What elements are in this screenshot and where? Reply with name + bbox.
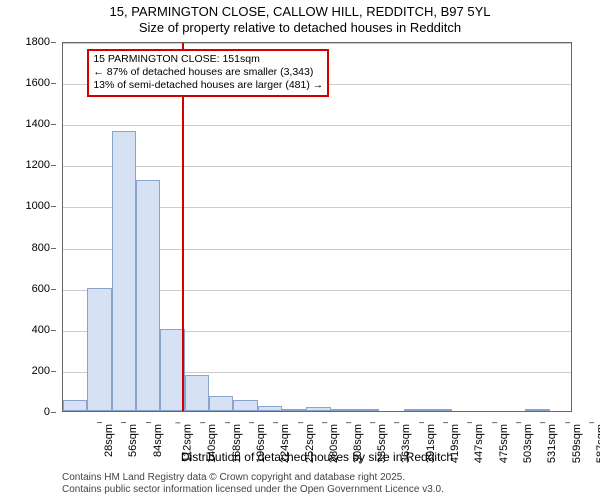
gridline-h: [63, 125, 571, 126]
y-tick-label: 800: [32, 242, 50, 254]
footer-line-1: Contains HM Land Registry data © Crown c…: [62, 472, 580, 484]
histogram-bar: [63, 400, 87, 411]
chart-title-sub: Size of property relative to detached ho…: [0, 20, 600, 35]
y-tick-label: 200: [32, 365, 50, 377]
histogram-bar: [87, 288, 111, 411]
histogram-bar: [185, 375, 209, 411]
y-tick-label: 400: [32, 324, 50, 336]
histogram-bar: [428, 409, 452, 411]
histogram-bar: [112, 131, 136, 411]
plot-wrapper: 15 PARMINGTON CLOSE: 151sqm ← 87% of det…: [62, 42, 572, 412]
gridline-h: [63, 43, 571, 44]
y-tick-label: 1000: [26, 200, 50, 212]
histogram-bar: [355, 409, 379, 411]
footer-attrib: Contains HM Land Registry data © Crown c…: [62, 472, 580, 496]
histogram-bar: [282, 409, 306, 411]
y-tick-label: 1800: [26, 36, 50, 48]
histogram-bar: [258, 406, 282, 411]
histogram-bar: [306, 407, 330, 411]
x-tick-label: 559sqm: [571, 424, 583, 463]
gridline-h: [63, 166, 571, 167]
histogram-bar: [209, 396, 233, 411]
histogram-bar: [525, 409, 549, 411]
histogram-bar: [404, 409, 428, 411]
chart-title-block: 15, PARMINGTON CLOSE, CALLOW HILL, REDDI…: [0, 0, 600, 35]
x-tick-label: 587sqm: [595, 424, 600, 463]
y-tick-label: 1200: [26, 159, 50, 171]
annotation-box: 15 PARMINGTON CLOSE: 151sqm ← 87% of det…: [87, 49, 329, 96]
annotation-line-2: ← 87% of detached houses are smaller (3,…: [93, 66, 323, 79]
y-tick-label: 600: [32, 283, 50, 295]
marker-line: [182, 43, 184, 411]
histogram-bar: [160, 329, 184, 411]
histogram-bar: [331, 409, 355, 411]
chart-title-main: 15, PARMINGTON CLOSE, CALLOW HILL, REDDI…: [0, 4, 600, 19]
annotation-line-1: 15 PARMINGTON CLOSE: 151sqm: [93, 53, 323, 66]
histogram-bar: [136, 180, 160, 411]
y-tick-label: 0: [44, 406, 50, 418]
plot-area: 15 PARMINGTON CLOSE: 151sqm ← 87% of det…: [62, 42, 572, 412]
annotation-line-3: 13% of semi-detached houses are larger (…: [93, 79, 323, 92]
y-tick-label: 1600: [26, 77, 50, 89]
y-tick-label: 1400: [26, 118, 50, 130]
x-axis-label: Distribution of detached houses by size …: [62, 450, 572, 464]
footer-line-2: Contains public sector information licen…: [62, 484, 580, 496]
histogram-bar: [233, 400, 257, 411]
